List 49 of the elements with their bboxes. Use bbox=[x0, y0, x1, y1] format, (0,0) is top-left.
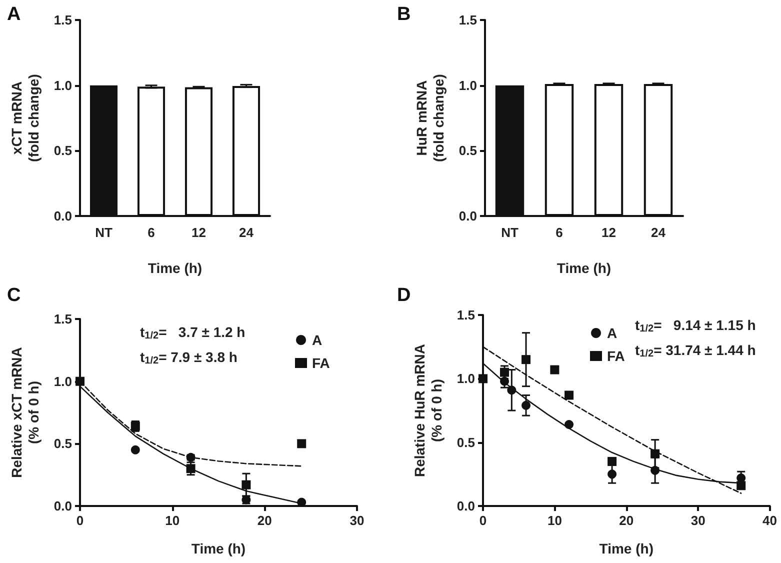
x-axis-title: Time (h) bbox=[148, 260, 202, 276]
y-tick-label: 1.0 bbox=[54, 374, 72, 389]
x-tick-label: 6 bbox=[556, 225, 563, 240]
y-tick-label: 1.5 bbox=[458, 12, 477, 28]
y-axis-title: Relative HuR mRNA (% of 0 h) bbox=[412, 344, 444, 478]
x-tick-label: 0 bbox=[76, 513, 84, 528]
y-axis-title: HuR mRNA (fold change) bbox=[414, 74, 446, 162]
x-tick-label: 24 bbox=[651, 225, 666, 240]
y-tick-label: 1.0 bbox=[54, 78, 72, 93]
y-axis-title: xCT mRNA (fold change) bbox=[8, 74, 42, 162]
y-tick-label: 0.0 bbox=[54, 498, 72, 514]
y-tick-label: 0.5 bbox=[54, 143, 72, 158]
x-tick-label: 30 bbox=[690, 513, 706, 528]
x-tick-label: 10 bbox=[547, 513, 562, 528]
x-tick-label: 24 bbox=[239, 225, 254, 240]
x-tick-label: 20 bbox=[257, 513, 272, 528]
x-tick-label: NT bbox=[501, 225, 518, 240]
legend-label: FA bbox=[607, 348, 625, 364]
x-tick-label: 12 bbox=[192, 225, 206, 240]
y-tick-label: 0.5 bbox=[54, 436, 72, 452]
legend-label: A bbox=[312, 332, 322, 348]
x-tick-label: 0 bbox=[479, 513, 487, 528]
x-tick-label: 30 bbox=[350, 513, 364, 528]
x-tick-label: 6 bbox=[148, 225, 155, 240]
chart-title: C bbox=[7, 285, 21, 306]
y-tick-label: 1.5 bbox=[54, 12, 72, 28]
y-tick-label: 1.5 bbox=[456, 308, 475, 322]
chart-title: A bbox=[7, 4, 21, 25]
y-tick-label: 1.0 bbox=[456, 371, 475, 386]
x-tick-label: NT bbox=[95, 225, 112, 240]
y-tick-label: 0.0 bbox=[458, 208, 477, 224]
x-tick-label: 20 bbox=[619, 513, 634, 528]
y-tick-label: 1.0 bbox=[458, 78, 477, 93]
chart-title: B bbox=[397, 4, 411, 25]
y-tick-label: 0.0 bbox=[456, 498, 475, 514]
chart-title: D bbox=[397, 285, 411, 306]
y-tick-label: 0.5 bbox=[458, 143, 477, 158]
y-tick-label: 0.5 bbox=[456, 434, 475, 450]
legend-label: A bbox=[607, 325, 618, 341]
x-tick-label: 40 bbox=[762, 513, 778, 528]
y-tick-label: 0.0 bbox=[54, 208, 72, 224]
x-tick-label: 10 bbox=[165, 513, 180, 528]
y-tick-label: 1.5 bbox=[54, 312, 72, 326]
x-tick-label: 12 bbox=[602, 225, 616, 240]
x-axis-title: Time (h) bbox=[556, 260, 612, 276]
y-axis-title: Relative xCT mRNA (% of 0 h) bbox=[8, 347, 42, 478]
x-axis-title: Time (h) bbox=[191, 540, 246, 556]
legend-label: FA bbox=[312, 355, 330, 371]
x-axis-title: Time (h) bbox=[599, 540, 654, 556]
